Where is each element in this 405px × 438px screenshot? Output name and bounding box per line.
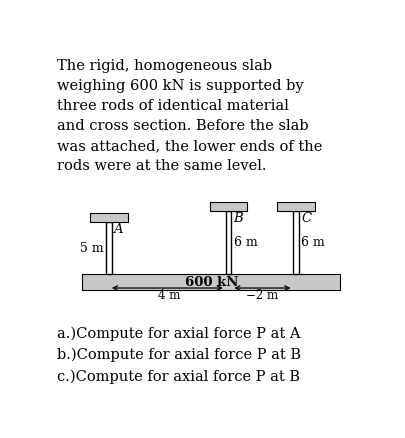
Text: −2 m: −2 m [246, 289, 278, 302]
Text: 4 m: 4 m [157, 289, 179, 302]
Text: 600 kN: 600 kN [184, 276, 237, 289]
Text: 6 m: 6 m [233, 236, 257, 249]
Text: B: B [233, 212, 243, 225]
Bar [82, 274, 339, 290]
Bar [277, 202, 314, 211]
Text: 6 m: 6 m [301, 236, 324, 249]
Text: 5 m: 5 m [80, 241, 104, 254]
Bar [209, 202, 247, 211]
Bar [293, 211, 298, 274]
Bar [106, 222, 111, 274]
Text: a.)Compute for axial force P at A
b.)Compute for axial force P at B
c.)Compute f: a.)Compute for axial force P at A b.)Com… [57, 327, 300, 384]
Text: The rigid, homogeneous slab
weighing 600 kN is supported by
three rods of identi: The rigid, homogeneous slab weighing 600… [57, 59, 322, 173]
Text: A: A [113, 223, 123, 237]
Bar [225, 211, 231, 274]
Text: C: C [301, 212, 311, 225]
Bar [90, 213, 128, 222]
